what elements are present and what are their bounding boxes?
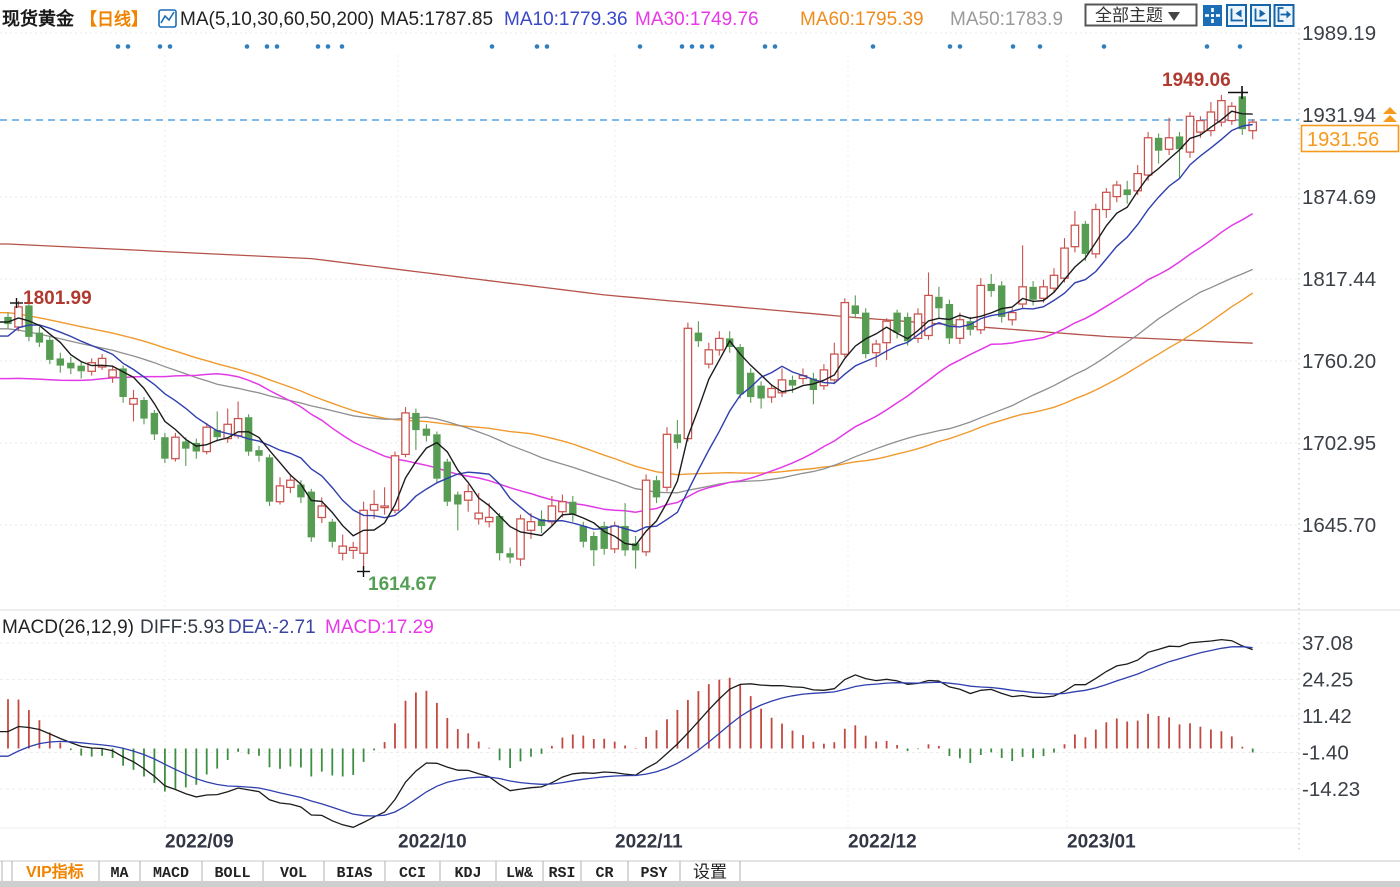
svg-text:-14.23: -14.23	[1302, 778, 1360, 801]
svg-text:1702.95: 1702.95	[1302, 432, 1376, 455]
svg-text:1931.94: 1931.94	[1302, 104, 1376, 127]
svg-text:24.25: 24.25	[1302, 669, 1353, 692]
svg-text:2022/12: 2022/12	[848, 832, 917, 853]
svg-text:37.08: 37.08	[1302, 632, 1353, 655]
svg-text:1989.19: 1989.19	[1302, 22, 1376, 45]
svg-text:BIAS: BIAS	[336, 865, 372, 882]
svg-text:KDJ: KDJ	[454, 865, 481, 882]
svg-text:MACD:17.29: MACD:17.29	[325, 617, 434, 638]
svg-text:MA50:1783.9: MA50:1783.9	[950, 9, 1063, 30]
svg-text:VIP指标: VIP指标	[26, 862, 84, 881]
svg-text:1801.99: 1801.99	[23, 288, 92, 309]
svg-text:DIFF:5.93: DIFF:5.93	[140, 617, 224, 638]
svg-text:RSI: RSI	[548, 865, 575, 882]
svg-text:MACD(26,12,9): MACD(26,12,9)	[2, 617, 134, 638]
svg-text:MA30:1749.76: MA30:1749.76	[635, 9, 759, 30]
svg-text:2023/01: 2023/01	[1067, 832, 1136, 853]
svg-text:设置: 设置	[693, 863, 727, 882]
svg-text:2022/09: 2022/09	[165, 832, 234, 853]
svg-text:LW&: LW&	[506, 865, 533, 882]
svg-text:全部主题: 全部主题	[1095, 6, 1163, 25]
svg-text:MA5:1787.85: MA5:1787.85	[380, 9, 493, 30]
svg-text:【日线】: 【日线】	[80, 9, 148, 29]
svg-text:1817.44: 1817.44	[1302, 268, 1376, 291]
svg-text:DEA:-2.71: DEA:-2.71	[228, 617, 316, 638]
svg-text:1874.69: 1874.69	[1302, 186, 1376, 209]
svg-text:1760.20: 1760.20	[1302, 350, 1376, 373]
svg-text:1645.70: 1645.70	[1302, 514, 1376, 537]
svg-text:MACD: MACD	[153, 865, 189, 882]
svg-text:CCI: CCI	[399, 865, 426, 882]
svg-text:BOLL: BOLL	[214, 865, 250, 882]
svg-text:MA60:1795.39: MA60:1795.39	[800, 9, 924, 30]
svg-text:CR: CR	[595, 865, 613, 882]
svg-text:1614.67: 1614.67	[368, 574, 437, 595]
svg-text:2022/10: 2022/10	[398, 832, 467, 853]
svg-text:VOL: VOL	[280, 865, 307, 882]
svg-text:-1.40: -1.40	[1302, 742, 1349, 765]
svg-text:2022/11: 2022/11	[615, 832, 683, 853]
svg-text:11.42: 11.42	[1302, 705, 1352, 728]
svg-text:现货黄金: 现货黄金	[2, 8, 75, 29]
svg-text:MA(5,10,30,60,50,200): MA(5,10,30,60,50,200)	[180, 9, 374, 30]
svg-text:MA10:1779.36: MA10:1779.36	[504, 9, 628, 30]
svg-text:1931.56: 1931.56	[1307, 129, 1379, 151]
svg-text:PSY: PSY	[640, 865, 667, 882]
svg-text:MA: MA	[110, 865, 128, 882]
svg-text:1949.06: 1949.06	[1162, 70, 1231, 91]
